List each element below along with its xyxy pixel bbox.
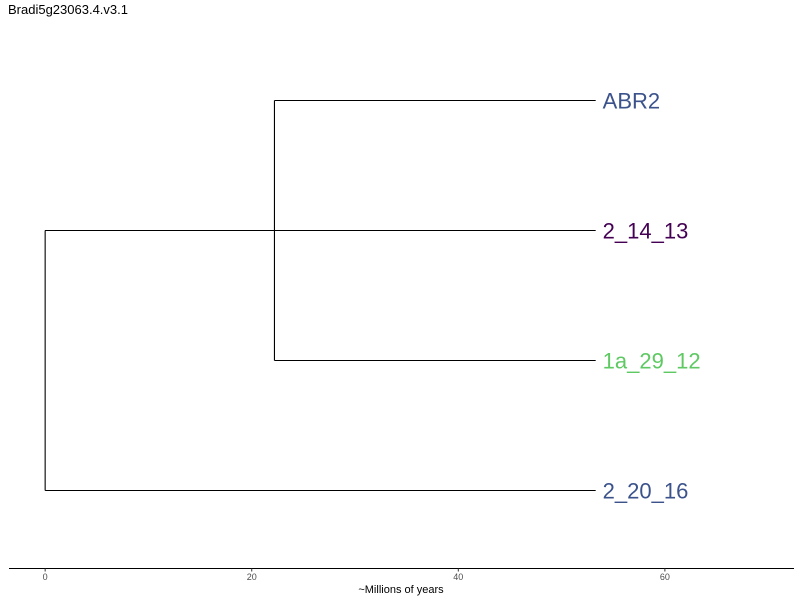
x-axis-ticks: 0 20 40 60 xyxy=(43,568,670,582)
tip-label-2: 1a_29_12 xyxy=(603,349,701,374)
x-tick-label-3: 60 xyxy=(660,572,670,582)
x-axis: 0 20 40 60 ~Millions of years xyxy=(9,568,794,596)
tip-label-1: 2_14_13 xyxy=(603,219,689,244)
page-title: Bradi5g23063.4.v3.1 xyxy=(8,2,128,17)
x-tick-label-1: 20 xyxy=(247,572,257,582)
tree-branches xyxy=(44,99,596,492)
tip-labels: ABR2 2_14_13 1a_29_12 2_20_16 xyxy=(603,89,701,504)
x-axis-title: ~Millions of years xyxy=(358,584,444,596)
x-tick-label-2: 40 xyxy=(453,572,463,582)
tip-label-0: ABR2 xyxy=(603,89,660,114)
tip-label-3: 2_20_16 xyxy=(603,479,689,504)
x-tick-label-0: 0 xyxy=(43,572,48,582)
